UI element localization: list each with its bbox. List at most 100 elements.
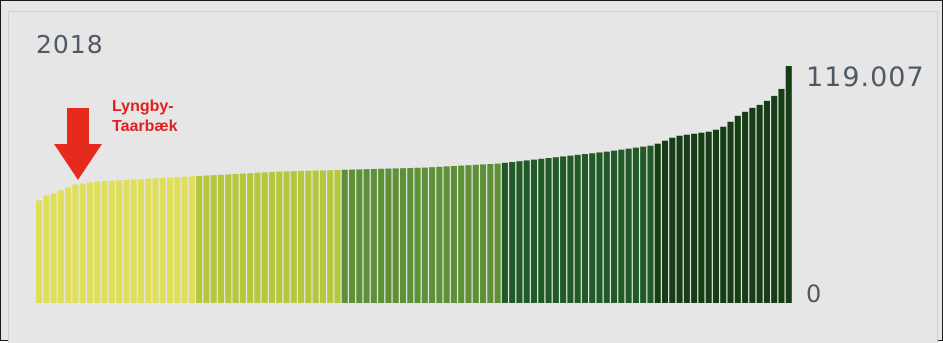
bar xyxy=(86,182,94,303)
bar xyxy=(712,129,720,303)
bar xyxy=(407,167,414,303)
bar xyxy=(363,169,370,303)
annotation-line-2: Taarbæk xyxy=(112,118,178,135)
annotation-label: Lyngby- Taarbæk xyxy=(112,97,178,137)
bar xyxy=(319,170,326,303)
bar xyxy=(501,162,508,303)
bar xyxy=(567,155,574,303)
bar xyxy=(239,173,246,303)
bar xyxy=(378,168,385,303)
bar xyxy=(625,148,632,303)
bar xyxy=(123,179,130,303)
bar xyxy=(720,126,727,303)
bar xyxy=(458,165,465,303)
bar xyxy=(654,143,661,303)
bar-highlighted xyxy=(72,184,79,303)
bar xyxy=(210,175,217,303)
bar xyxy=(268,171,275,303)
bar xyxy=(494,163,501,303)
bar xyxy=(603,151,610,303)
bar xyxy=(203,175,210,303)
bar xyxy=(312,170,319,303)
bar xyxy=(778,88,785,303)
bar xyxy=(436,166,443,303)
bar xyxy=(574,154,581,303)
bar xyxy=(749,107,756,303)
bar xyxy=(443,166,450,303)
bar xyxy=(429,167,436,303)
bar xyxy=(159,177,166,303)
bar xyxy=(523,160,530,303)
bar xyxy=(290,171,297,303)
bar xyxy=(589,153,596,303)
min-value-label: 0 xyxy=(806,280,822,308)
bar xyxy=(472,164,479,303)
bar xyxy=(581,154,588,303)
bar xyxy=(480,164,487,303)
bar xyxy=(137,179,144,303)
bar xyxy=(261,172,268,303)
bar xyxy=(632,147,639,303)
bar xyxy=(334,169,341,303)
bar xyxy=(676,135,683,303)
bar xyxy=(683,134,690,303)
bar xyxy=(618,149,625,303)
bar xyxy=(196,175,203,303)
bar xyxy=(640,146,647,303)
bar xyxy=(174,177,181,303)
bar xyxy=(341,169,348,303)
bar xyxy=(487,163,494,303)
bar xyxy=(698,132,705,303)
bar xyxy=(399,168,407,303)
bar xyxy=(247,173,254,303)
bar xyxy=(385,168,392,303)
bar xyxy=(65,187,72,303)
bar xyxy=(763,100,770,303)
bar xyxy=(370,168,377,303)
bar xyxy=(217,174,225,303)
bar xyxy=(116,180,123,303)
bar xyxy=(414,167,421,303)
max-value-label: 119.007 xyxy=(806,62,925,93)
bar xyxy=(130,179,137,303)
bar xyxy=(734,115,741,303)
bar xyxy=(742,111,749,303)
bar xyxy=(392,168,399,303)
bar xyxy=(516,161,523,303)
bar xyxy=(225,174,232,303)
bar xyxy=(50,193,57,303)
bar xyxy=(254,172,261,303)
bar xyxy=(450,165,457,303)
bar xyxy=(596,152,603,303)
bar xyxy=(348,169,356,303)
bar xyxy=(57,190,64,303)
bar xyxy=(327,170,334,303)
bar xyxy=(611,150,618,303)
bar xyxy=(727,121,734,303)
bar xyxy=(43,195,50,303)
bar xyxy=(756,104,763,303)
bar xyxy=(276,171,283,303)
bar xyxy=(465,165,472,303)
bar xyxy=(145,178,152,303)
bar xyxy=(647,145,654,303)
bar xyxy=(108,180,115,303)
bar xyxy=(552,157,559,303)
bar xyxy=(232,173,239,303)
bar xyxy=(545,158,552,303)
bar xyxy=(305,170,312,303)
bar xyxy=(79,183,86,303)
bar xyxy=(181,176,188,303)
bar xyxy=(36,200,43,303)
bar xyxy=(167,177,174,303)
down-arrow-icon xyxy=(54,108,102,180)
bar xyxy=(421,167,428,303)
bar xyxy=(785,66,792,303)
bar xyxy=(705,131,712,303)
bar xyxy=(94,181,101,303)
bar xyxy=(538,158,545,303)
bar xyxy=(356,169,363,303)
bar xyxy=(188,176,195,303)
bar xyxy=(530,159,538,303)
bar xyxy=(509,162,516,303)
